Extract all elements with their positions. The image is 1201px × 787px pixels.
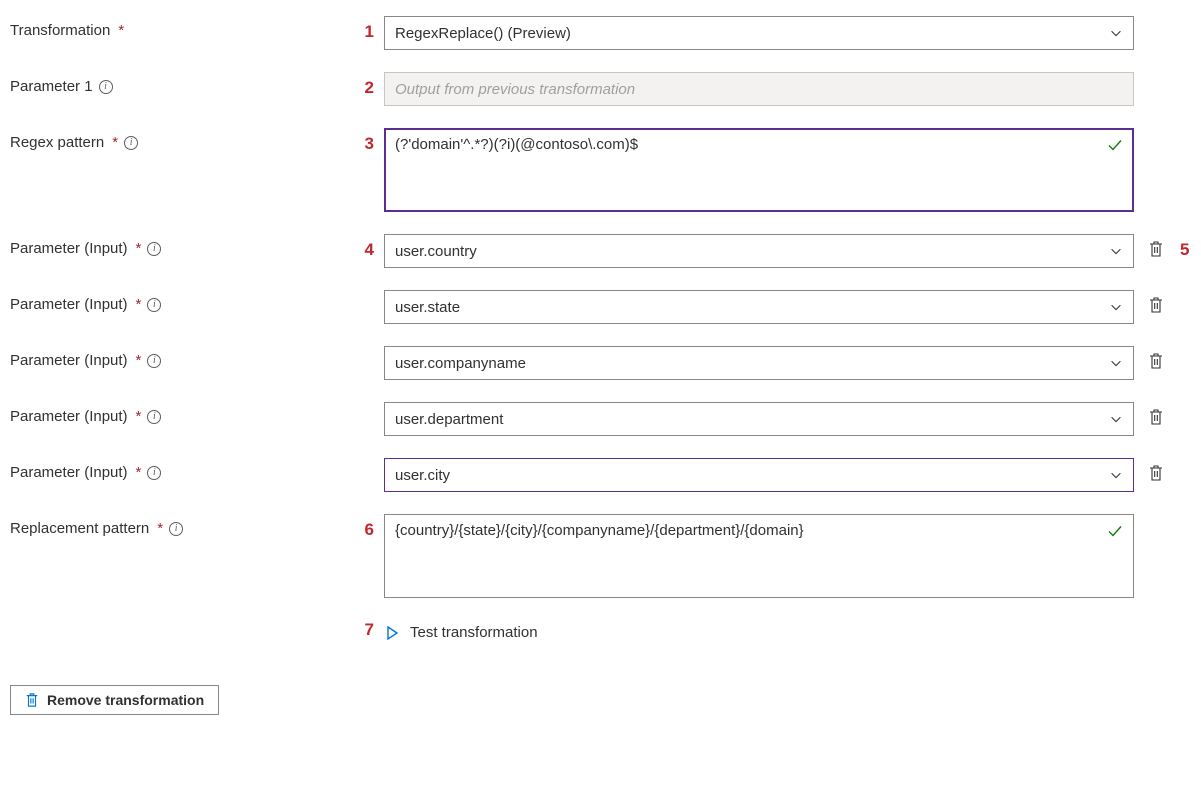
parameter-input-select[interactable]: user.country — [384, 234, 1134, 268]
transformation-form: Transformation * 1 RegexReplace() (Previ… — [10, 16, 1191, 645]
label-text: Parameter 1 — [10, 78, 93, 95]
trash-icon — [1148, 464, 1164, 482]
parameter-input-select[interactable]: user.companyname — [384, 346, 1134, 380]
required-asterisk: * — [136, 464, 142, 481]
chevron-down-icon — [1109, 412, 1123, 426]
chevron-down-icon — [1109, 356, 1123, 370]
label-text: Transformation — [10, 22, 110, 39]
regex-pattern-text: (?'domain'^.*?)(?i)(@contoso\.com)$ — [395, 136, 638, 153]
transformation-value: RegexReplace() (Preview) — [395, 25, 571, 42]
parameter1-input: Output from previous transformation — [384, 72, 1134, 106]
delete-parameter-button[interactable] — [1148, 352, 1164, 370]
parameter-input-label: Parameter (Input) * i — [10, 402, 350, 425]
annotation-5: 5 — [1178, 234, 1198, 260]
regex-pattern-label: Regex pattern * i — [10, 128, 350, 151]
test-transformation-label: Test transformation — [410, 624, 538, 641]
chevron-down-icon — [1109, 26, 1123, 40]
remove-transformation-label: Remove transformation — [47, 692, 204, 708]
annotation-2: 2 — [350, 72, 384, 98]
check-icon — [1107, 137, 1123, 153]
label-text: Parameter (Input) — [10, 240, 128, 257]
annotation-3: 3 — [350, 128, 384, 154]
required-asterisk: * — [112, 134, 118, 151]
parameter1-placeholder: Output from previous transformation — [395, 81, 635, 98]
chevron-down-icon — [1109, 300, 1123, 314]
required-asterisk: * — [136, 240, 142, 257]
delete-parameter-button[interactable] — [1148, 240, 1164, 258]
required-asterisk: * — [136, 352, 142, 369]
annotation-1: 1 — [350, 16, 384, 42]
trash-icon — [25, 692, 39, 708]
label-text: Parameter (Input) — [10, 408, 128, 425]
replacement-pattern-input[interactable]: {country}/{state}/{city}/{companyname}/{… — [384, 514, 1134, 598]
info-icon[interactable]: i — [147, 410, 161, 424]
required-asterisk: * — [136, 296, 142, 313]
replacement-pattern-text: {country}/{state}/{city}/{companyname}/{… — [395, 522, 804, 539]
trash-icon — [1148, 240, 1164, 258]
annotation-4: 4 — [350, 234, 384, 260]
parameter-input-select[interactable]: user.city — [384, 458, 1134, 492]
trash-icon — [1148, 408, 1164, 426]
info-icon[interactable]: i — [147, 242, 161, 256]
info-icon[interactable]: i — [147, 298, 161, 312]
parameter1-label: Parameter 1 i — [10, 72, 350, 95]
label-text: Replacement pattern — [10, 520, 149, 537]
parameter-input-value: user.state — [395, 299, 460, 316]
parameter-input-select[interactable]: user.department — [384, 402, 1134, 436]
parameter-input-label: Parameter (Input) * i — [10, 458, 350, 481]
parameter-input-value: user.companyname — [395, 355, 526, 372]
label-text: Parameter (Input) — [10, 296, 128, 313]
info-icon[interactable]: i — [147, 466, 161, 480]
transformation-select[interactable]: RegexReplace() (Preview) — [384, 16, 1134, 50]
parameter-input-value: user.department — [395, 411, 503, 428]
annotation-6: 6 — [350, 514, 384, 540]
trash-icon — [1148, 352, 1164, 370]
play-icon — [384, 625, 400, 641]
info-icon[interactable]: i — [169, 522, 183, 536]
check-icon — [1107, 523, 1123, 539]
info-icon[interactable]: i — [99, 80, 113, 94]
remove-transformation-button[interactable]: Remove transformation — [10, 685, 219, 715]
chevron-down-icon — [1109, 244, 1123, 258]
delete-parameter-button[interactable] — [1148, 296, 1164, 314]
required-asterisk: * — [136, 408, 142, 425]
replacement-pattern-label: Replacement pattern * i — [10, 514, 350, 537]
test-transformation-button[interactable]: Test transformation — [384, 620, 538, 645]
trash-icon — [1148, 296, 1164, 314]
label-text: Regex pattern — [10, 134, 104, 151]
annotation-7: 7 — [350, 620, 384, 640]
label-text: Parameter (Input) — [10, 352, 128, 369]
chevron-down-icon — [1109, 468, 1123, 482]
parameter-input-select[interactable]: user.state — [384, 290, 1134, 324]
parameter-input-label: Parameter (Input) * i — [10, 290, 350, 313]
required-asterisk: * — [157, 520, 163, 537]
delete-parameter-button[interactable] — [1148, 464, 1164, 482]
parameter-input-value: user.city — [395, 467, 450, 484]
info-icon[interactable]: i — [124, 136, 138, 150]
delete-parameter-button[interactable] — [1148, 408, 1164, 426]
regex-pattern-input[interactable]: (?'domain'^.*?)(?i)(@contoso\.com)$ — [384, 128, 1134, 212]
parameter-input-value: user.country — [395, 243, 477, 260]
label-text: Parameter (Input) — [10, 464, 128, 481]
parameter-input-label: Parameter (Input) * i — [10, 346, 350, 369]
required-asterisk: * — [118, 22, 124, 39]
transformation-label: Transformation * — [10, 16, 350, 39]
info-icon[interactable]: i — [147, 354, 161, 368]
parameter-input-label: Parameter (Input) * i — [10, 234, 350, 257]
